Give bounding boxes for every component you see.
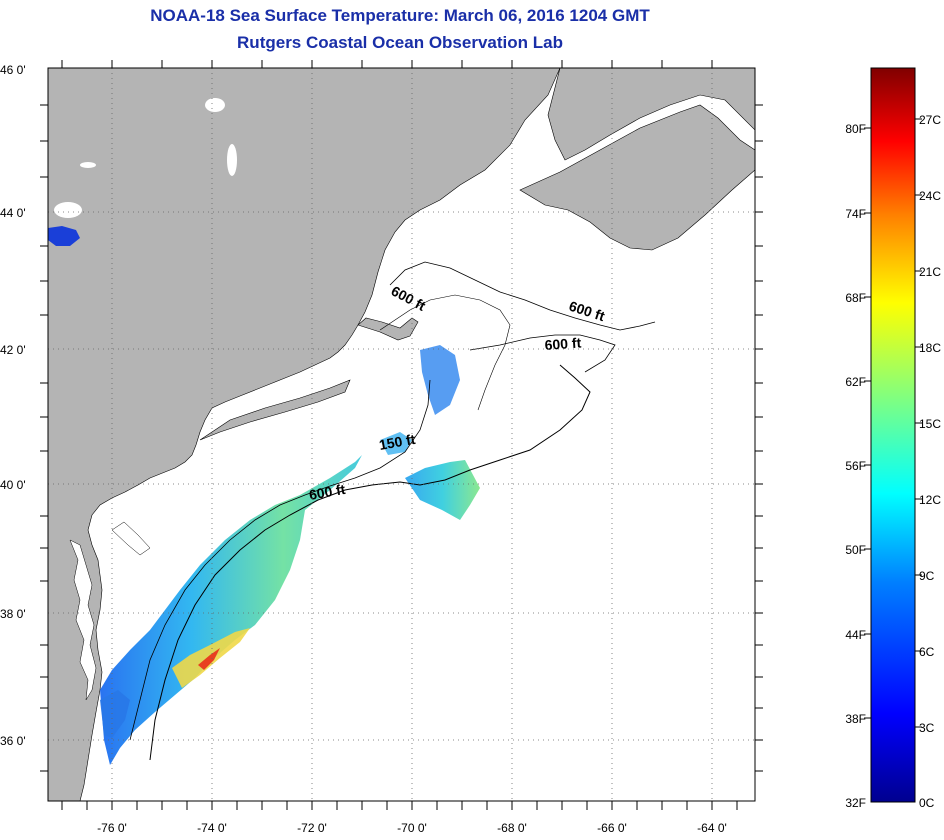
colorbar-f-label: 62F (845, 375, 866, 389)
lat-label: 46 0' (0, 63, 26, 77)
lake-ontario-edge (54, 202, 82, 218)
land-new-brunswick (547, 68, 755, 161)
colorbar-f-label: 38F (845, 712, 866, 726)
sst-patch-hot (198, 648, 220, 670)
contour-label: 150 ft (378, 431, 417, 453)
colorbar (870, 67, 916, 803)
colorbar-f-label: 74F (845, 207, 866, 221)
colorbar-c-label: 3C (919, 721, 935, 735)
land-cape-cod (357, 317, 419, 341)
contour-600ft-south (149, 364, 591, 761)
lon-label: -74 0' (197, 821, 227, 835)
land-long-island (199, 379, 351, 441)
lon-label: -64 0' (697, 821, 727, 835)
lon-label: -68 0' (497, 821, 527, 835)
colorbar-c-label: 6C (919, 645, 935, 659)
lon-label: -70 0' (397, 821, 427, 835)
colorbar-c-label: 18C (919, 341, 941, 355)
lake-champlain (227, 144, 237, 176)
sst-patch-georges (405, 460, 480, 520)
colorbar-c-label: 15C (919, 417, 941, 431)
land-mainland (48, 68, 561, 801)
axis-ticks (40, 60, 763, 810)
sst-patch-nearshore (100, 690, 130, 738)
map-border (47, 67, 756, 802)
land-nova-scotia (519, 104, 755, 251)
contour-inner-gulf (379, 294, 511, 411)
colorbar-c-label: 21C (919, 265, 941, 279)
lake (80, 162, 96, 168)
contour-600ft-basin (469, 334, 616, 373)
colorbar-f-label: 44F (845, 628, 866, 642)
delaware-bay (111, 521, 151, 556)
lake-blue (48, 226, 80, 246)
colorbar-f-label: 32F (845, 796, 866, 810)
sst-patch-small (380, 432, 412, 455)
graticule (48, 68, 755, 801)
colorbar-f-label: 80F (845, 122, 866, 136)
colorbar-c-label: 12C (919, 493, 941, 507)
contour-label: 600 ft (308, 481, 347, 503)
lon-label: -72 0' (297, 821, 327, 835)
lat-label: 36 0' (0, 734, 26, 748)
colorbar-c-label: 27C (919, 113, 941, 127)
colorbar-c-label: 24C (919, 189, 941, 203)
contour-150ft (129, 379, 431, 741)
lat-label: 42 0' (0, 343, 26, 357)
lon-label: -66 0' (597, 821, 627, 835)
contour-label: 600 ft (544, 334, 582, 353)
lat-label: 38 0' (0, 607, 26, 621)
lat-label: 40 0' (0, 478, 26, 492)
map-subtitle: Rutgers Coastal Ocean Observation Lab (237, 33, 563, 52)
chesapeake-bay (69, 539, 97, 701)
lat-label: 44 0' (0, 206, 26, 220)
colorbar-f-label: 68F (845, 291, 866, 305)
map-title: NOAA-18 Sea Surface Temperature: March 0… (150, 6, 650, 25)
contour-600ft-gulf (389, 261, 656, 331)
sst-patch-shelf (100, 455, 362, 765)
colorbar-f-label: 50F (845, 543, 866, 557)
colorbar-c-label: 9C (919, 569, 935, 583)
lake (205, 98, 225, 112)
lon-label: -76 0' (97, 821, 127, 835)
colorbar-f-label: 56F (845, 459, 866, 473)
colorbar-c-label: 0C (919, 796, 935, 810)
sst-patch-gulf (420, 345, 460, 415)
colorbar-ticks (864, 118, 922, 728)
